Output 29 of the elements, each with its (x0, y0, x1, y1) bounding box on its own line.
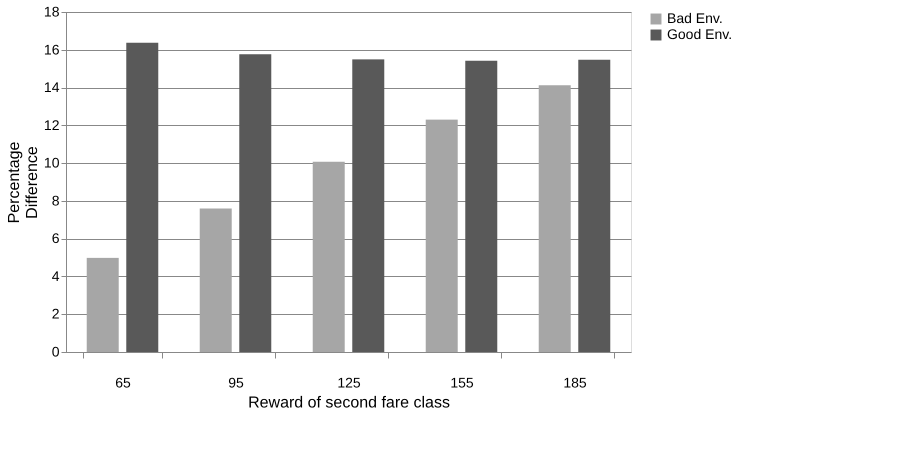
y-tick-label: 14 (44, 79, 60, 96)
legend-label: Bad Env. (667, 10, 723, 26)
bar (426, 120, 458, 352)
x-tick-label: 65 (115, 374, 131, 390)
x-tick-label: 95 (228, 374, 244, 390)
y-tick-label: 16 (44, 41, 60, 58)
bar (126, 42, 158, 352)
bar (538, 85, 571, 352)
y-axis-title: Percentage Difference (6, 141, 41, 224)
bar (86, 258, 119, 352)
y-tick-label: 18 (44, 4, 60, 20)
bar (352, 59, 384, 352)
bar (239, 54, 272, 352)
bar (200, 208, 232, 352)
legend-label: Good Env. (667, 26, 732, 42)
bar (578, 60, 610, 352)
y-tick-label: 10 (44, 154, 60, 171)
y-tick-label: 4 (52, 268, 60, 284)
y-tick-label: 2 (52, 306, 60, 322)
y-tick-label: 0 (52, 344, 60, 360)
y-tick-label: 6 (52, 230, 60, 246)
x-axis-title: Reward of second fare class (248, 394, 450, 412)
bar (465, 60, 498, 352)
x-tick-label: 155 (450, 374, 474, 390)
y-tick-label: 8 (52, 192, 60, 208)
x-tick-label: 185 (563, 374, 587, 390)
y-tick-label: 12 (44, 116, 60, 133)
x-tick-label: 125 (337, 374, 361, 390)
bar (312, 162, 345, 352)
